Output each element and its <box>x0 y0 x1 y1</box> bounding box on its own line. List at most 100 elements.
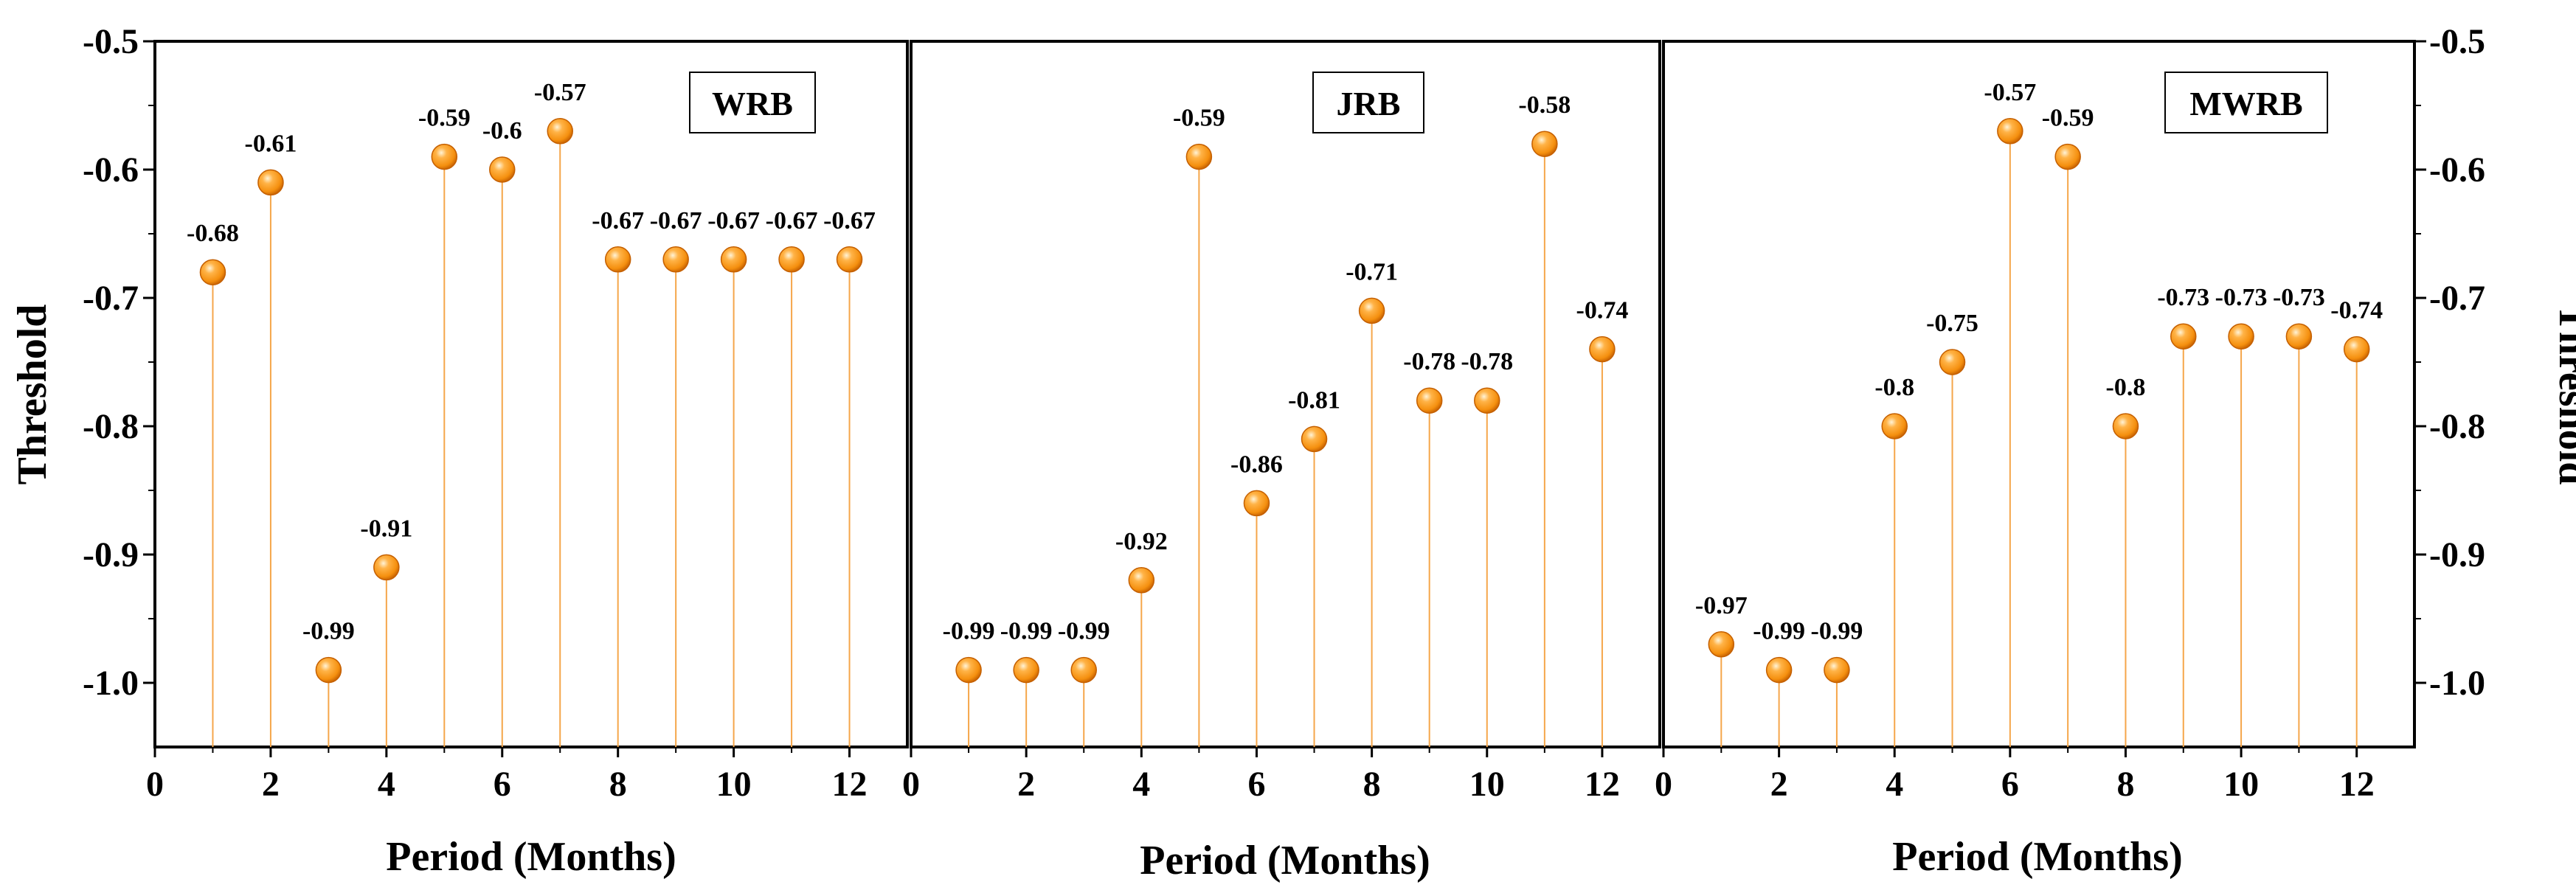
data-label: -0.67 <box>650 207 702 234</box>
data-label: -0.59 <box>418 105 471 132</box>
x-tick-label: 12 <box>2339 765 2375 804</box>
data-label: -0.81 <box>1288 386 1340 414</box>
data-point <box>778 246 805 273</box>
data-point <box>257 169 284 196</box>
y-tick-label: -0.7 <box>2429 279 2485 318</box>
data-label: -0.6 <box>482 117 522 145</box>
data-point <box>1474 387 1500 414</box>
x-axis-label: Period (Months) <box>1140 838 1430 883</box>
data-label: -0.58 <box>1518 91 1571 119</box>
data-label: -0.8 <box>1874 374 1914 401</box>
panel-jrb: -0.99 -0.99 -0.99-0.92-0.59-0.86-0.81-0.71… <box>902 40 1661 883</box>
data-point <box>1358 297 1385 324</box>
data-label: -0.92 <box>1115 528 1168 555</box>
x-tick-label: 8 <box>1363 765 1381 804</box>
data-point <box>720 246 747 273</box>
x-tick-label: 10 <box>1469 765 1505 804</box>
y-tick-label: -1.0 <box>2429 664 2485 703</box>
x-tick-label: 4 <box>378 765 395 804</box>
data-label: -0.73 <box>2215 284 2268 311</box>
data-label: -0.71 <box>1346 258 1398 285</box>
x-tick-label: 12 <box>832 765 868 804</box>
data-point <box>1939 349 1966 375</box>
data-point <box>1765 656 1793 684</box>
x-tick-label: 4 <box>1132 765 1150 804</box>
stems <box>1720 131 2358 747</box>
data-point <box>2228 323 2254 350</box>
data-label: -0.59 <box>1173 105 1225 132</box>
x-tick-label: 6 <box>494 765 511 804</box>
data-label: -0.59 <box>2042 105 2094 132</box>
plot-frame <box>910 40 1661 748</box>
data-point <box>2170 323 2197 350</box>
data-point <box>2054 143 2081 170</box>
stems <box>968 144 1603 747</box>
x-axis-ticks: 0 2 4 6 8 10 12 <box>902 747 1620 804</box>
y-axis-label: Threshold <box>2550 305 2576 485</box>
panel-name: JRB <box>1337 85 1401 122</box>
data-point <box>2112 413 2139 439</box>
data-point <box>199 259 226 285</box>
markers <box>955 131 1616 684</box>
x-tick-label: 6 <box>1247 765 1265 804</box>
x-tick-label: 10 <box>2223 765 2259 804</box>
y-axis-label: Threshold <box>10 305 55 485</box>
data-point <box>315 656 342 684</box>
y-tick-label: -0.7 <box>83 279 139 318</box>
data-point <box>1531 131 1558 157</box>
data-label: -0.73 <box>2157 284 2209 311</box>
x-tick-label: 8 <box>2116 765 2134 804</box>
data-label: -0.78 <box>1461 348 1513 375</box>
data-label: -0.8 <box>2106 374 2146 401</box>
data-label: -0.74 <box>2330 297 2383 324</box>
x-axis-ticks: 0 2 4 6 8 10 12 <box>146 747 868 804</box>
data-label: -0.57 <box>1984 79 2036 106</box>
data-point <box>1997 118 2023 145</box>
y-tick-label: -0.5 <box>2429 22 2485 61</box>
y-tick-label: -0.6 <box>2429 150 2485 190</box>
plot-frame <box>1662 40 2416 748</box>
data-point <box>1416 387 1443 414</box>
data-point <box>1589 336 1616 363</box>
markers <box>199 118 863 684</box>
data-label: -0.99 <box>1811 618 1863 645</box>
data-point <box>1301 425 1328 453</box>
data-point <box>1128 567 1155 594</box>
panel-name-box <box>689 72 816 133</box>
data-point <box>2285 323 2313 350</box>
data-label: -0.78 <box>1403 348 1455 375</box>
data-label: -0.91 <box>360 515 412 542</box>
data-point <box>1013 656 1039 684</box>
y-tick-label: -0.5 <box>83 22 139 61</box>
panel-name: MWRB <box>2189 85 2302 122</box>
data-point <box>1881 413 1908 439</box>
x-tick-label: 10 <box>716 765 752 804</box>
data-point <box>431 143 458 170</box>
panel-wrb: -0.68-0.61-0.99-0.91-0.59 -0.6-0.57-0.67-… <box>10 22 909 880</box>
data-label: -0.99 <box>1753 618 1805 645</box>
x-axis-label: Period (Months) <box>386 834 676 880</box>
data-point <box>836 246 863 273</box>
data-label: -0.86 <box>1230 451 1283 478</box>
x-tick-label: 2 <box>1017 765 1035 804</box>
data-point <box>1824 656 1850 684</box>
x-tick-label: 0 <box>1655 765 1672 804</box>
data-point <box>373 554 400 581</box>
x-tick-label: 2 <box>262 765 280 804</box>
data-label: -0.99 <box>1000 618 1053 645</box>
panel-name: WRB <box>712 85 793 122</box>
x-tick-label: 0 <box>146 765 164 804</box>
y-axis-ticks: -0.5 -0.6 -0.7 -0.8 -0.9 -1.0 <box>83 22 155 703</box>
data-point <box>547 118 573 145</box>
data-label: -0.99 <box>943 618 995 645</box>
y-tick-label: -0.9 <box>83 535 139 574</box>
y-axis-ticks: -0.5 -0.6 -0.7 -0.8 -0.9 -1.0 <box>2414 22 2485 703</box>
data-point <box>1243 490 1270 517</box>
data-label: -0.61 <box>245 130 297 157</box>
x-tick-label: 0 <box>902 765 920 804</box>
x-tick-label: 2 <box>1770 765 1788 804</box>
x-axis-label: Period (Months) <box>1892 834 2183 880</box>
data-label: -0.67 <box>766 207 818 234</box>
y-tick-label: -0.8 <box>2429 407 2485 446</box>
